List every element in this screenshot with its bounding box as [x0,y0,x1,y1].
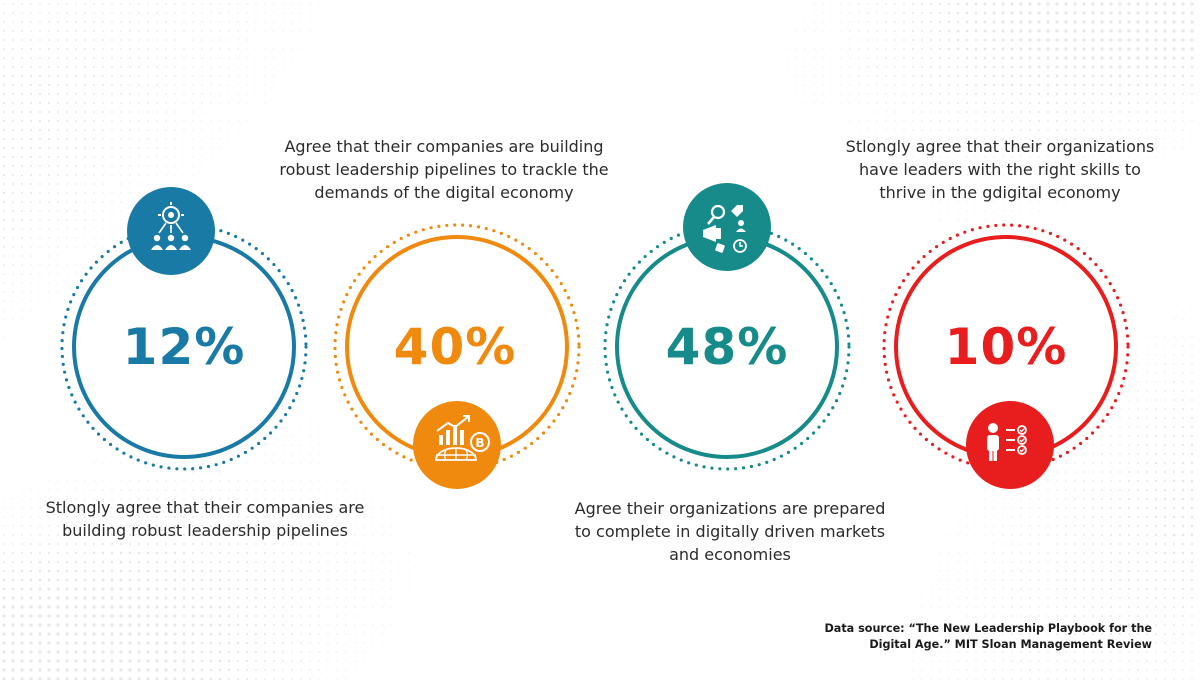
data-source-line: Digital Age.” MIT Sloan Management Revie… [869,638,1152,651]
stat-3-caption-line: Agree their organizations are prepared [574,499,886,518]
stat-2-caption-line: robust leadership pipelines to trackle t… [279,160,609,179]
globe-growth-chart-icon: B [435,415,490,461]
stat-1-value: 12% [122,318,246,376]
stat-4-caption-line: thrive in the gdigital economy [879,183,1121,202]
person-checklist-icon [987,423,1027,461]
stat-4-caption: Stlongly agree that their organizations … [800,135,1200,204]
stat-3-caption: Agree their organizations are prepared t… [540,497,920,566]
stat-4-value: 10% [944,318,1068,376]
stat-4-icon-badge [966,401,1054,489]
digital-marketing-icon [703,204,747,253]
stat-3-caption-line: to complete in digitally driven markets [574,522,886,541]
stat-1-dotted-ring [60,223,308,471]
stat-4-caption-line: have leaders with the right skills to [859,160,1141,179]
stat-4-caption-line: Stlongly agree that their organizations [845,137,1155,156]
data-source-line: Data source: “The New Leadership Playboo… [824,622,1152,635]
stat-1-caption-line: building robust leadership pipelines [62,521,348,540]
stat-2-caption-line: demands of the digital economy [314,183,574,202]
stat-1-caption: Stlongly agree that their companies are … [20,496,390,542]
stat-1-caption-line: Stlongly agree that their companies are [45,498,365,517]
leadership-hierarchy-icon [151,202,191,250]
stat-3-dotted-ring [603,223,851,471]
stat-2-caption: Agree that their companies are building … [244,135,644,204]
stat-2-value: 40% [393,318,517,376]
stat-2-caption-line: Agree that their companies are building [284,137,604,156]
stat-3-caption-line: and economies [669,545,791,564]
stat-3-value: 48% [665,318,789,376]
stat-3-icon-badge [683,183,771,271]
data-source-note: Data source: “The New Leadership Playboo… [822,621,1152,653]
